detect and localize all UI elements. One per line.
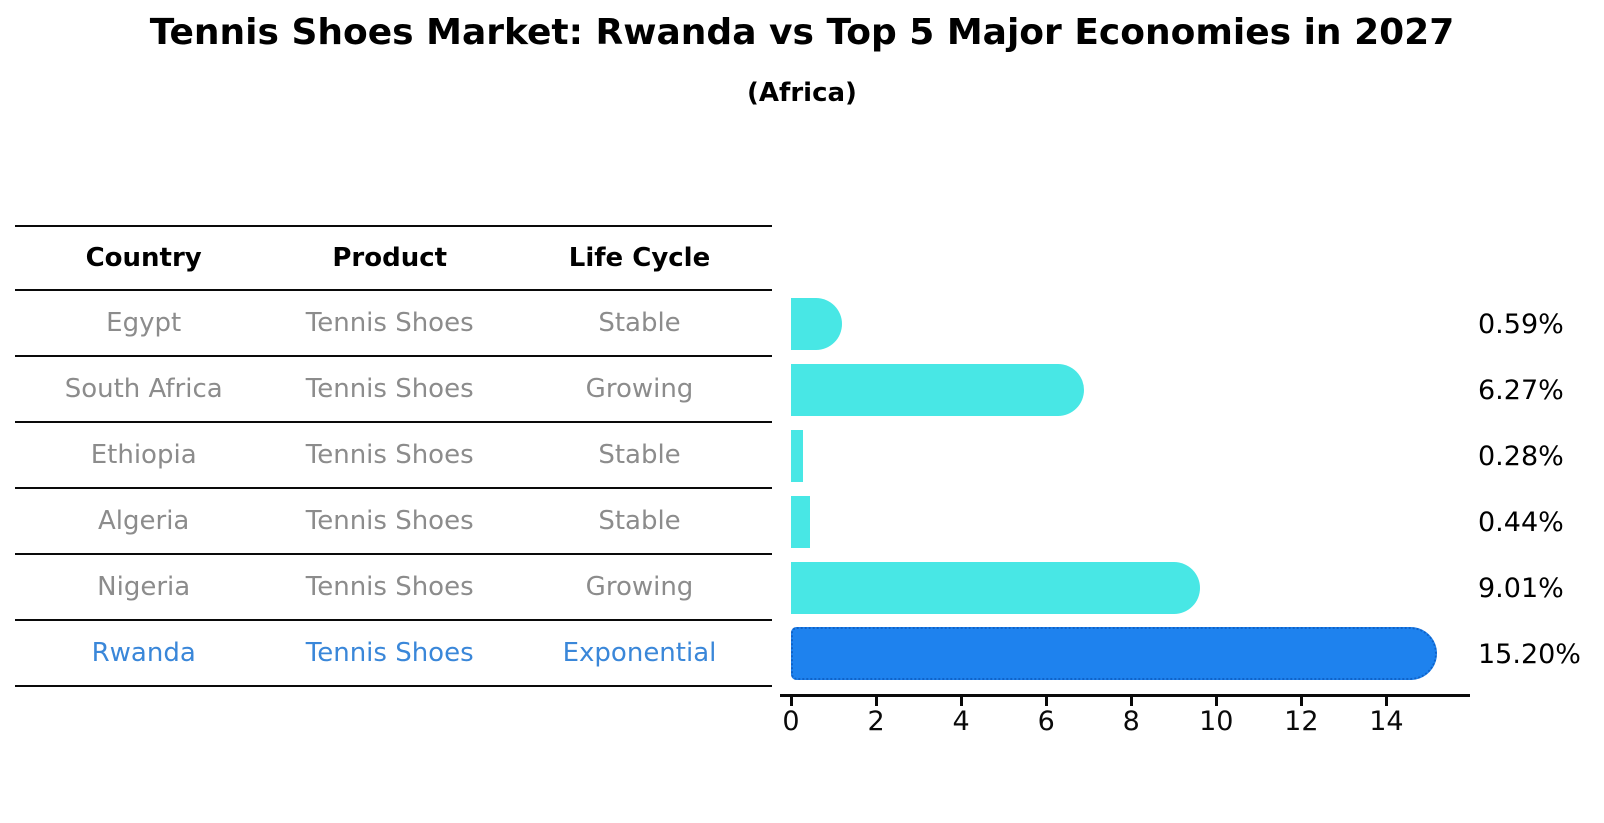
bar-rwanda (791, 627, 1437, 680)
comparison-table: Country Product Life Cycle Egypt Tennis … (15, 225, 772, 687)
x-axis-tick (1299, 697, 1303, 706)
cell-country: Ethiopia (90, 440, 197, 470)
x-axis-tick-label: 12 (1284, 706, 1319, 737)
table-row-nigeria: Nigeria Tennis Shoes Growing (15, 555, 772, 621)
cell-country: South Africa (64, 374, 223, 404)
table-header-row: Country Product Life Cycle (15, 225, 772, 291)
table-row-south-africa: South Africa Tennis Shoes Growing (15, 357, 772, 423)
cell-product: Tennis Shoes (305, 308, 474, 338)
x-axis-tick-label: 4 (952, 706, 970, 737)
page-title: Tennis Shoes Market: Rwanda vs Top 5 Maj… (149, 12, 1455, 53)
x-axis-tick (1384, 697, 1388, 706)
x-axis-tick-label: 8 (1122, 706, 1140, 737)
table-row-rwanda: Rwanda Tennis Shoes Exponential (15, 621, 772, 687)
value-label-algeria: 0.44% (1478, 506, 1564, 538)
cell-product: Tennis Shoes (305, 638, 474, 668)
x-axis-tick (874, 697, 878, 706)
table-row-ethiopia: Ethiopia Tennis Shoes Stable (15, 423, 772, 489)
x-axis-tick-label: 10 (1199, 706, 1234, 737)
cell-life-cycle: Stable (598, 506, 681, 536)
cell-country: Algeria (98, 506, 190, 536)
cell-life-cycle: Growing (585, 374, 694, 404)
page-subtitle: (Africa) (747, 78, 857, 108)
x-axis-tick-label: 14 (1369, 706, 1404, 737)
x-axis-tick (789, 697, 793, 706)
header-cell-life-cycle: Life Cycle (568, 243, 711, 273)
table-row-egypt: Egypt Tennis Shoes Stable (15, 291, 772, 357)
x-axis-line (780, 694, 1470, 697)
cell-product: Tennis Shoes (305, 506, 474, 536)
x-axis-tick-label: 6 (1037, 706, 1055, 737)
value-label-nigeria: 9.01% (1478, 572, 1564, 604)
cell-country: Rwanda (91, 638, 196, 668)
x-axis-tick (959, 697, 963, 706)
bar-algeria (791, 496, 810, 548)
x-axis-tick (1214, 697, 1218, 706)
cell-product: Tennis Shoes (305, 572, 474, 602)
value-label-egypt: 0.59% (1478, 308, 1564, 340)
cell-country: Nigeria (97, 572, 191, 602)
bar-egypt (791, 298, 842, 350)
value-label-rwanda: 15.20% (1478, 638, 1581, 670)
x-axis-tick-label: 0 (782, 706, 800, 737)
x-axis-tick (1129, 697, 1133, 706)
cell-life-cycle: Stable (598, 308, 681, 338)
cell-product: Tennis Shoes (305, 374, 474, 404)
cell-product: Tennis Shoes (305, 440, 474, 470)
bar-ethiopia (791, 430, 803, 482)
header-cell-product: Product (332, 243, 448, 273)
cell-life-cycle: Exponential (562, 638, 717, 668)
cell-life-cycle: Stable (598, 440, 681, 470)
bar-nigeria (791, 562, 1200, 614)
header-cell-country: Country (85, 243, 202, 273)
x-axis-tick-label: 2 (867, 706, 885, 737)
cell-life-cycle: Growing (585, 572, 694, 602)
bar-south-africa (791, 364, 1084, 416)
x-axis-tick (1044, 697, 1048, 706)
value-label-south-africa: 6.27% (1478, 374, 1564, 406)
cell-country: Egypt (106, 308, 182, 338)
value-label-ethiopia: 0.28% (1478, 440, 1564, 472)
table-row-algeria: Algeria Tennis Shoes Stable (15, 489, 772, 555)
